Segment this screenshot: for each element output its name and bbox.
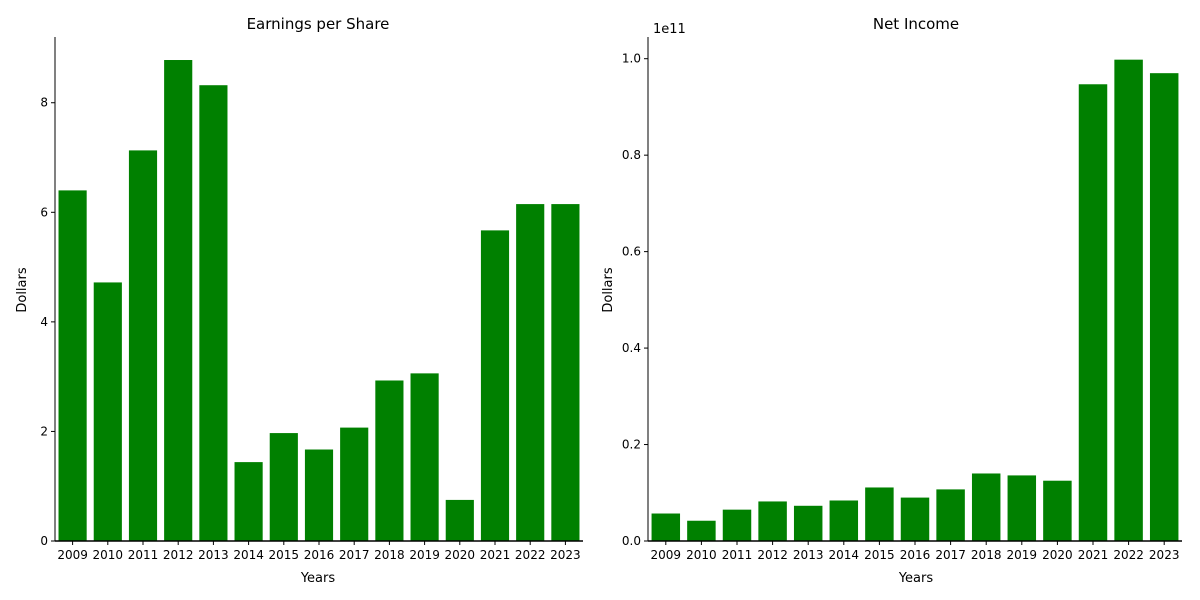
x-tick-label: 2017	[935, 548, 966, 562]
y-tick-label: 0.8	[622, 148, 641, 162]
x-tick-label: 2019	[409, 548, 440, 562]
bar-2012	[758, 501, 787, 541]
y-offset-label: 1e11	[653, 22, 686, 37]
y-tick-label: 0.2	[622, 438, 641, 452]
bar-2011	[128, 150, 158, 541]
chart-net-income: Net Income Dollars Years 1e11 0.00.20.40…	[601, 15, 1182, 586]
y-tick-label: 0.0	[622, 534, 641, 548]
bar-2009	[651, 513, 681, 541]
x-ticks: 2009 2010 2011 2012 2013 2014 2015 2016 2017 2018…	[57, 541, 581, 562]
bar-2022	[516, 204, 545, 541]
x-tick-label: 2022	[1113, 548, 1144, 562]
y-tick-label: 8	[40, 96, 48, 110]
bars	[58, 60, 580, 542]
x-tick-label: 2015	[269, 548, 300, 562]
x-tick-label: 2010	[93, 548, 124, 562]
bar-2016	[304, 449, 334, 541]
bar-2009	[58, 190, 87, 541]
x-tick-label: 2012	[163, 548, 194, 562]
x-axis-label: Years	[898, 571, 934, 586]
x-tick-label: 2020	[445, 548, 476, 562]
y-tick-label: 0.6	[622, 245, 641, 259]
x-tick-label: 2021	[480, 548, 511, 562]
bar-2019	[410, 373, 439, 541]
bar-2018	[375, 380, 404, 541]
bar-2017	[340, 427, 369, 541]
x-tick-label: 2017	[339, 548, 370, 562]
bar-2012	[164, 60, 193, 541]
axes	[54, 37, 583, 542]
bar-2021	[480, 230, 510, 541]
x-tick-label: 2016	[900, 548, 931, 562]
x-tick-label: 2011	[722, 548, 753, 562]
x-tick-label: 2012	[757, 548, 788, 562]
x-tick-label: 2023	[1149, 548, 1180, 562]
y-tick-label: 4	[40, 315, 48, 329]
bar-2020	[445, 499, 474, 541]
y-axis-label: Dollars	[15, 267, 30, 312]
axes	[647, 37, 1182, 542]
x-axis-label: Years	[300, 571, 336, 586]
bar-2010	[93, 282, 122, 541]
x-tick-label: 2014	[233, 548, 264, 562]
x-tick-label: 2018	[971, 548, 1002, 562]
bar-2015	[865, 487, 894, 541]
x-tick-label: 2011	[128, 548, 159, 562]
y-tick-label: 0.4	[622, 341, 641, 355]
x-tick-label: 2018	[374, 548, 405, 562]
bar-2020	[1043, 480, 1072, 541]
y-axis-label: Dollars	[601, 267, 616, 312]
x-tick-label: 2021	[1078, 548, 1109, 562]
y-tick-label: 1.0	[622, 52, 641, 66]
bar-2023	[551, 204, 580, 541]
x-tick-label: 2010	[686, 548, 717, 562]
bar-2018	[971, 473, 1001, 541]
bar-2023	[1149, 73, 1179, 542]
chart-earnings-per-share: Earnings per Share Dollars Years 0 2 4 6 8 2…	[15, 15, 583, 586]
y-ticks: 0.0 0.2 0.4 0.6 0.8 1.0	[622, 52, 648, 548]
bar-2013	[199, 85, 228, 542]
x-tick-label: 2009	[57, 548, 88, 562]
x-tick-label: 2013	[793, 548, 824, 562]
y-tick-label: 0	[40, 534, 48, 548]
x-tick-label: 2013	[198, 548, 229, 562]
x-tick-label: 2020	[1042, 548, 1073, 562]
bar-2016	[900, 497, 930, 541]
y-tick-label: 6	[40, 205, 48, 219]
x-tick-label: 2019	[1007, 548, 1038, 562]
x-ticks: 2009 2010 2011 2012 2013 2014 2015 2016 2017 2018…	[651, 541, 1180, 562]
bar-2017	[936, 489, 965, 541]
x-tick-label: 2014	[829, 548, 860, 562]
y-tick-label: 2	[40, 424, 48, 438]
x-tick-label: 2022	[515, 548, 546, 562]
bar-2011	[722, 509, 752, 541]
bar-2013	[793, 505, 823, 541]
x-tick-label: 2023	[550, 548, 581, 562]
chart-title: Net Income	[873, 15, 959, 33]
x-tick-label: 2009	[651, 548, 682, 562]
bar-2010	[687, 520, 716, 541]
y-ticks: 0 2 4 6 8	[40, 96, 55, 548]
bars	[651, 59, 1179, 542]
chart-title: Earnings per Share	[247, 15, 390, 33]
x-tick-label: 2015	[864, 548, 895, 562]
bar-2014	[234, 462, 263, 541]
bar-2014	[829, 500, 859, 541]
bar-2021	[1078, 84, 1108, 542]
bar-2015	[269, 433, 298, 541]
bar-2022	[1114, 59, 1143, 542]
bar-2019	[1007, 475, 1037, 541]
x-tick-label: 2016	[304, 548, 335, 562]
